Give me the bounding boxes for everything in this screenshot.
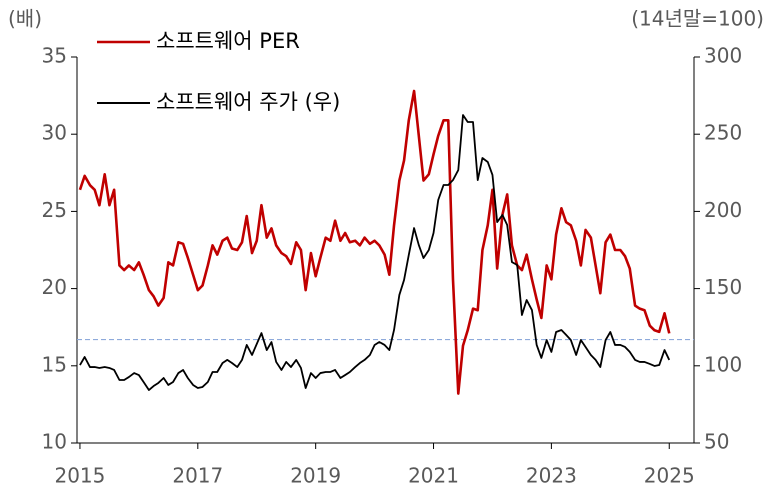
series-line — [79, 114, 671, 391]
x-tick-label: 2019 — [290, 464, 341, 488]
legend-label: 소프트웨어 PER — [156, 29, 300, 53]
y2-tick-label: 300 — [704, 44, 742, 68]
y-tick-label: 35 — [42, 44, 67, 68]
y2-axis-label: (14년말=100) — [631, 7, 764, 31]
y-tick-label: 20 — [42, 275, 67, 299]
x-tick-label: 2015 — [54, 464, 105, 488]
y-tick-label: 25 — [42, 198, 67, 222]
y-axis-label: (배) — [8, 7, 42, 31]
y2-tick-label: 200 — [704, 198, 742, 222]
y2-tick-label: 250 — [704, 121, 742, 145]
y2-tick-label: 50 — [704, 430, 729, 454]
y-tick-label: 15 — [42, 352, 67, 376]
x-tick-label: 2021 — [408, 464, 459, 488]
legend-label: 소프트웨어 주가 (우) — [156, 90, 340, 114]
y-tick-label: 30 — [42, 121, 67, 145]
y2-tick-label: 150 — [704, 275, 742, 299]
x-tick-label: 2017 — [172, 464, 223, 488]
y2-tick-label: 100 — [704, 352, 742, 376]
series-line — [78, 89, 671, 395]
x-tick-label: 2025 — [644, 464, 695, 488]
y-tick-label: 10 — [42, 430, 67, 454]
x-tick-label: 2023 — [526, 464, 577, 488]
